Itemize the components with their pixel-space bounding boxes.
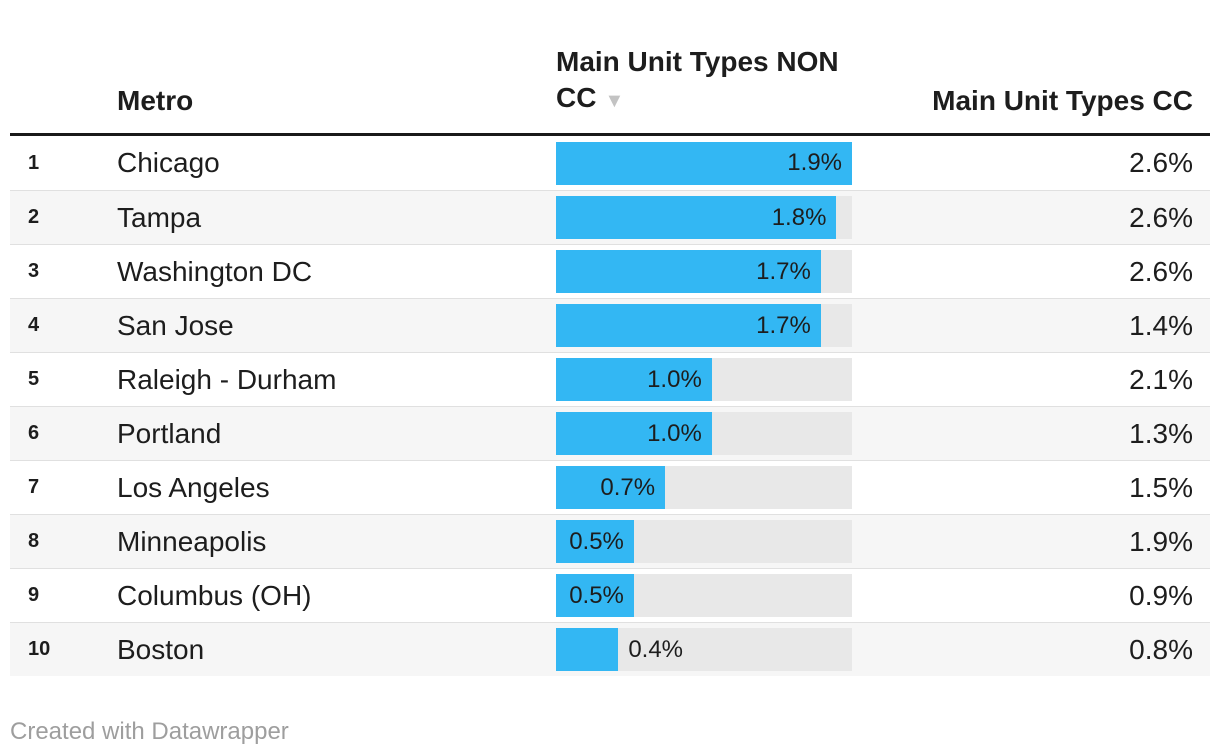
row-cc-value: 2.6% — [1129, 201, 1193, 233]
header-cc[interactable]: Main Unit Types CC — [852, 83, 1210, 119]
bar-fill: 1.0% — [556, 412, 712, 455]
row-rank: 3 — [28, 260, 40, 282]
bar-track: 0.5% — [556, 520, 852, 563]
row-cc-value: 0.8% — [1129, 633, 1193, 665]
row-metro: Washington DC — [117, 255, 313, 287]
bar-track: 1.8% — [556, 196, 852, 239]
bar-value-label: 0.4% — [628, 635, 684, 663]
row-cc-value: 0.9% — [1129, 579, 1193, 611]
bar-fill: 1.7% — [556, 250, 821, 293]
row-bar-cell: 1.8% — [556, 196, 852, 239]
bar-fill: 1.9% — [556, 141, 852, 185]
row-rank: 6 — [28, 422, 40, 444]
row-bar-cell: 0.5% — [556, 520, 852, 563]
bar-value-label: 1.7% — [756, 257, 811, 285]
table-row: 5 Raleigh - Durham 1.0% 2.1% — [10, 352, 1210, 406]
bar-fill: 1.0% — [556, 358, 712, 401]
row-rank: 4 — [28, 314, 40, 336]
bar-value-label: 1.7% — [756, 311, 811, 339]
bar-fill: 1.8% — [556, 196, 837, 239]
header-metro-label: Metro — [117, 85, 194, 116]
bar-value-label: 1.0% — [647, 365, 702, 393]
row-rank: 7 — [28, 476, 40, 498]
bar-track: 1.0% — [556, 358, 852, 401]
bar-value-label: 0.7% — [600, 473, 656, 501]
row-cc-value: 1.3% — [1129, 417, 1193, 449]
table-row: 1 Chicago 1.9% 2.6% — [10, 136, 1210, 190]
row-metro: San Jose — [117, 309, 234, 341]
table-body: 1 Chicago 1.9% 2.6% 2 Tampa 1.8% 2.6% 3 … — [10, 136, 1210, 676]
bar-fill: 1.7% — [556, 304, 821, 347]
bar-value-label: 0.5% — [569, 581, 624, 609]
row-bar-cell: 0.5% — [556, 574, 852, 617]
bar-track: 0.7% — [556, 466, 852, 509]
row-metro: Raleigh - Durham — [117, 363, 337, 395]
row-bar-cell: 1.0% — [556, 412, 852, 455]
table-row: 8 Minneapolis 0.5% 1.9% — [10, 514, 1210, 568]
bar-track: 0.5% — [556, 574, 852, 617]
row-cc-value: 1.5% — [1129, 471, 1193, 503]
bar-fill: 0.5% — [556, 574, 634, 617]
row-metro: Tampa — [117, 201, 202, 233]
row-metro: Columbus (OH) — [117, 579, 312, 611]
row-rank: 1 — [28, 151, 40, 174]
row-bar-cell: 1.7% — [556, 304, 852, 347]
bar-fill: 0.4% — [556, 628, 683, 671]
row-bar-cell: 1.9% — [556, 141, 852, 185]
table-row: 3 Washington DC 1.7% 2.6% — [10, 244, 1210, 298]
bar-fill: 0.5% — [556, 520, 634, 563]
header-metro[interactable]: Metro — [117, 83, 556, 119]
datawrapper-credit-link[interactable]: Created with Datawrapper — [10, 718, 289, 745]
row-bar-cell: 0.4% — [556, 628, 852, 671]
header-non-cc[interactable]: Main Unit Types NON CC ▼ — [556, 44, 852, 119]
header-cc-label: Main Unit Types CC — [932, 85, 1193, 116]
row-rank: 10 — [28, 638, 51, 660]
table-row: 4 San Jose 1.7% 1.4% — [10, 298, 1210, 352]
table-row: 9 Columbus (OH) 0.5% 0.9% — [10, 568, 1210, 622]
chart-footer: Created with Datawrapper — [10, 718, 1210, 746]
row-cc-value: 2.6% — [1129, 255, 1193, 287]
row-metro: Chicago — [117, 147, 220, 178]
row-bar-cell: 1.7% — [556, 250, 852, 293]
bar-value-label: 1.9% — [787, 149, 842, 176]
table-row: 2 Tampa 1.8% 2.6% — [10, 190, 1210, 244]
bar-track: 1.7% — [556, 304, 852, 347]
row-cc-value: 2.6% — [1129, 147, 1193, 178]
header-non-cc-label-line2: CC — [556, 82, 597, 113]
row-cc-value: 1.9% — [1129, 525, 1193, 557]
bar-track: 0.4% — [556, 628, 852, 671]
bar-track: 1.9% — [556, 141, 852, 185]
table-row: 6 Portland 1.0% 1.3% — [10, 406, 1210, 460]
table-row: 7 Los Angeles 0.7% 1.5% — [10, 460, 1210, 514]
table-row: 10 Boston 0.4% 0.8% — [10, 622, 1210, 676]
bar-fill: 0.7% — [556, 466, 666, 509]
row-metro: Boston — [117, 633, 205, 665]
row-bar-cell: 0.7% — [556, 466, 852, 509]
row-rank: 8 — [28, 530, 40, 552]
row-bar-cell: 1.0% — [556, 358, 852, 401]
row-rank: 9 — [28, 584, 40, 606]
bar-value-label: 0.5% — [569, 527, 624, 555]
bar-value-label: 1.8% — [771, 203, 827, 231]
table-header: Metro Main Unit Types NON CC ▼ Main Unit … — [10, 0, 1210, 136]
bar-value-label: 1.0% — [647, 419, 702, 447]
row-rank: 5 — [28, 368, 40, 390]
header-non-cc-label-line1: Main Unit Types NON — [556, 46, 839, 77]
row-metro: Portland — [117, 417, 222, 449]
row-cc-value: 2.1% — [1129, 363, 1193, 395]
row-metro: Minneapolis — [117, 525, 267, 557]
sort-descending-icon[interactable]: ▼ — [604, 90, 625, 112]
bar-track: 1.0% — [556, 412, 852, 455]
row-metro: Los Angeles — [117, 471, 270, 503]
row-rank: 2 — [28, 206, 40, 228]
bar-track: 1.7% — [556, 250, 852, 293]
row-cc-value: 1.4% — [1129, 309, 1193, 341]
